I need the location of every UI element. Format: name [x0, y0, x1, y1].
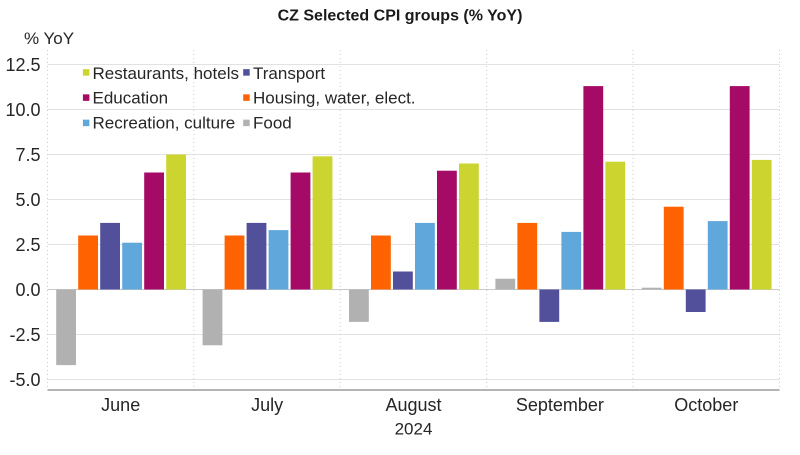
svg-text:10.0: 10.0: [5, 100, 40, 120]
svg-text:12.5: 12.5: [5, 55, 40, 75]
svg-text:September: September: [516, 395, 604, 415]
svg-text:-5.0: -5.0: [9, 370, 40, 390]
svg-text:% YoY: % YoY: [24, 29, 74, 48]
svg-text:Housing, water, elect.: Housing, water, elect.: [253, 89, 416, 108]
svg-text:Education: Education: [93, 89, 169, 108]
svg-text:7.5: 7.5: [15, 145, 40, 165]
svg-text:August: August: [385, 395, 441, 415]
svg-text:2.5: 2.5: [15, 235, 40, 255]
svg-text:June: June: [101, 395, 140, 415]
svg-text:July: July: [251, 395, 283, 415]
svg-text:Food: Food: [253, 113, 292, 132]
svg-text:Restaurants, hotels: Restaurants, hotels: [93, 64, 239, 83]
svg-text:0.0: 0.0: [15, 280, 40, 300]
svg-text:2024: 2024: [395, 420, 433, 439]
svg-text:-2.5: -2.5: [9, 325, 40, 345]
svg-text:Transport: Transport: [253, 64, 325, 83]
svg-text:CZ Selected CPI groups (% YoY): CZ Selected CPI groups (% YoY): [278, 8, 523, 25]
svg-text:5.0: 5.0: [15, 190, 40, 210]
svg-text:October: October: [674, 395, 738, 415]
svg-text:Recreation, culture: Recreation, culture: [93, 113, 236, 132]
